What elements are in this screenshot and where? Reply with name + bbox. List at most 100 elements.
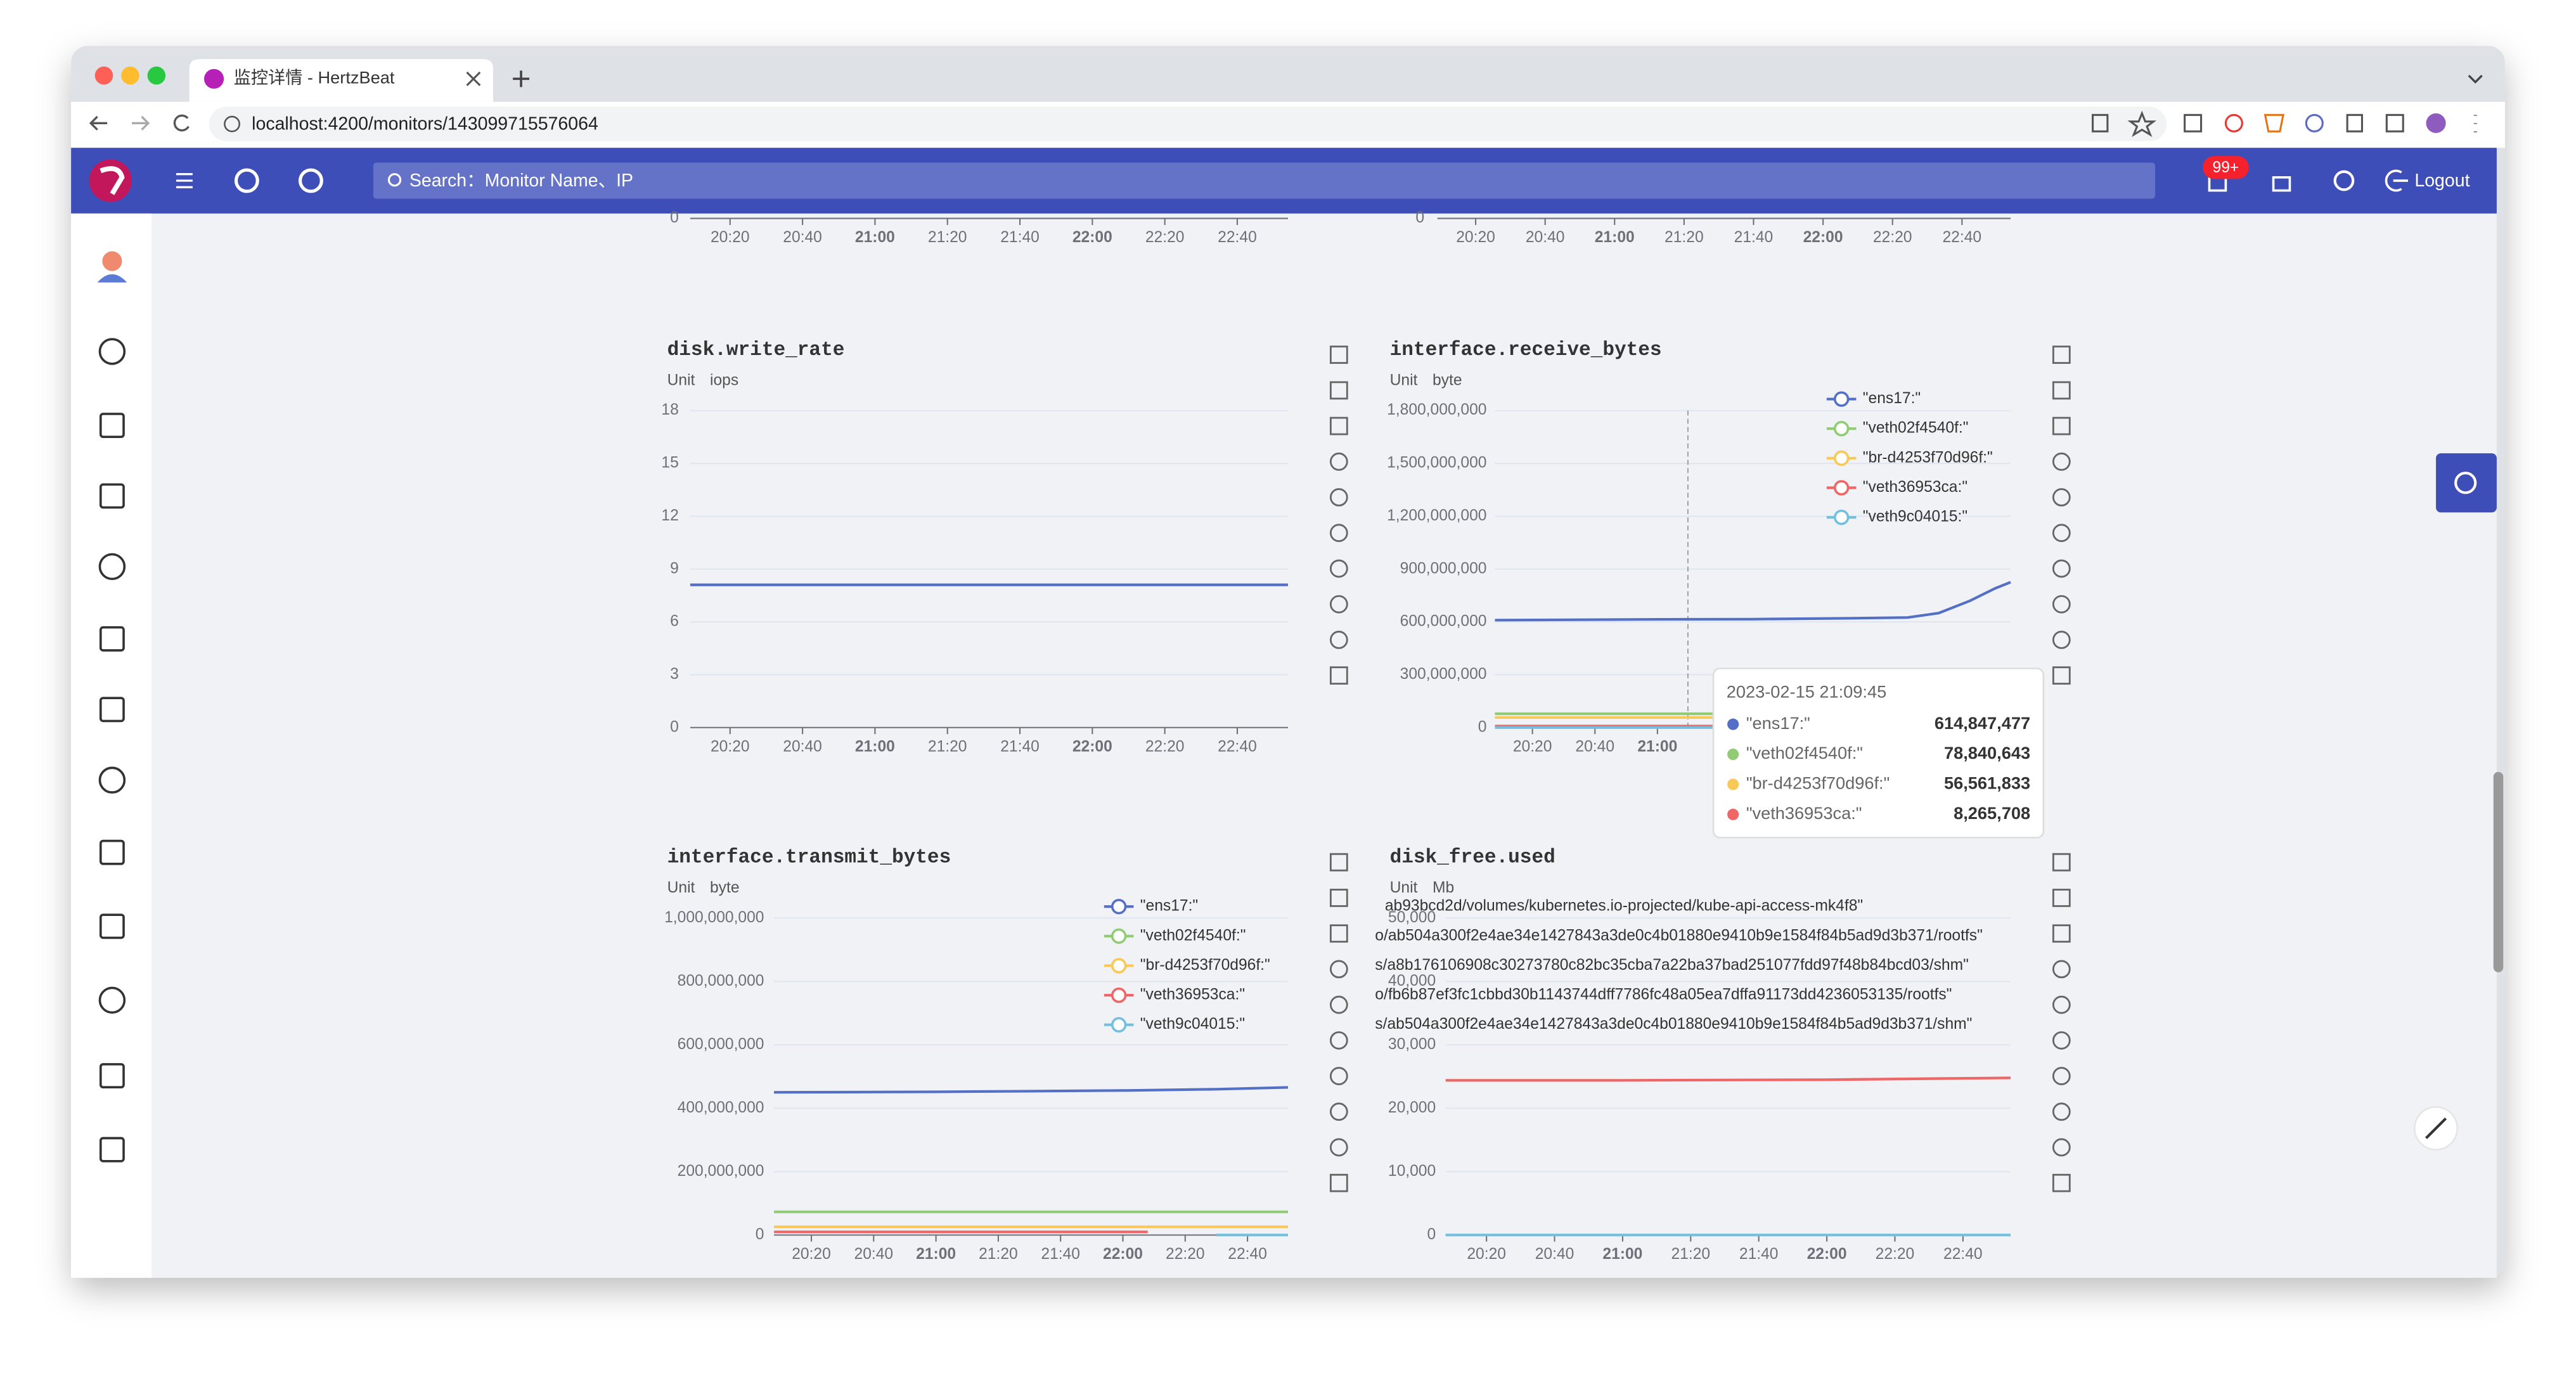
- toolbox-button[interactable]: [1329, 924, 1348, 943]
- gitee-link[interactable]: [298, 168, 323, 193]
- toolbox-button[interactable]: [2052, 1173, 2071, 1192]
- legend-label[interactable]: "veth02f4540f:": [1140, 927, 1246, 944]
- legend-symbol[interactable]: [1111, 958, 1127, 974]
- toolbox-button[interactable]: [2052, 960, 2071, 979]
- toolbox-button[interactable]: [1329, 416, 1348, 435]
- toolbox-button[interactable]: [1329, 524, 1348, 543]
- toolbox-button[interactable]: [2052, 559, 2071, 578]
- extension-icon[interactable]: [2305, 113, 2324, 132]
- toolbox-button[interactable]: [2052, 1138, 2071, 1157]
- app-logo[interactable]: [89, 159, 132, 202]
- extension-icon[interactable]: [2224, 113, 2243, 132]
- nav-icon[interactable]: [99, 913, 125, 939]
- legend-label[interactable]: "veth36953ca:": [1140, 986, 1245, 1003]
- new-tab[interactable]: [513, 70, 529, 87]
- scrollbar[interactable]: [2493, 771, 2504, 972]
- site-info[interactable]: [224, 115, 240, 132]
- legend-label[interactable]: ab93bcd2d/volumes/kubernetes.io-projecte…: [1385, 898, 1863, 915]
- profile[interactable]: [2426, 113, 2446, 133]
- close-button[interactable]: [94, 66, 113, 85]
- nav-icon[interactable]: [99, 697, 125, 723]
- toolbox-button[interactable]: [1329, 559, 1348, 578]
- toolbox-button[interactable]: [1329, 666, 1348, 685]
- nav-icon[interactable]: [98, 766, 126, 794]
- toolbox-button[interactable]: [1329, 1067, 1348, 1085]
- legend-label[interactable]: "veth36953ca:": [1863, 479, 1967, 496]
- nav-icon[interactable]: [99, 483, 125, 509]
- toolbox-button[interactable]: [2052, 416, 2071, 435]
- nav-icon[interactable]: [99, 1137, 125, 1163]
- legend-symbol[interactable]: [1111, 1017, 1127, 1033]
- extension-icon[interactable]: [2184, 113, 2203, 132]
- nav-icon[interactable]: [98, 338, 126, 365]
- nav-icon[interactable]: [99, 413, 125, 438]
- legend-symbol[interactable]: [1833, 391, 1850, 407]
- toolbox-button[interactable]: [1329, 1102, 1348, 1121]
- toolbox-button[interactable]: [2052, 995, 2071, 1014]
- zoom-button[interactable]: [147, 66, 166, 85]
- legend-label[interactable]: s/a8b176106908c30273780c82bc35cba7a22ba3…: [1375, 957, 1969, 974]
- toolbox-button[interactable]: [2052, 889, 2071, 907]
- legend-symbol[interactable]: [1833, 421, 1850, 437]
- tab-close[interactable]: [466, 71, 481, 86]
- toolbox-button[interactable]: [1329, 381, 1348, 400]
- logout-icon[interactable]: [2385, 169, 2408, 192]
- search-box[interactable]: [373, 162, 2155, 199]
- extension-icon[interactable]: [2264, 113, 2284, 132]
- share-icon[interactable]: [2091, 113, 2109, 132]
- legend-symbol[interactable]: [1111, 899, 1127, 915]
- legend-symbol[interactable]: [1833, 480, 1850, 496]
- legend-label[interactable]: "veth9c04015:": [1140, 1015, 1245, 1033]
- nav-icon[interactable]: [99, 1063, 125, 1088]
- legend-symbol[interactable]: [1833, 509, 1850, 525]
- toolbox-button[interactable]: [1329, 960, 1348, 979]
- toolbox-button[interactable]: [2052, 595, 2071, 614]
- legend-symbol[interactable]: [1111, 987, 1127, 1003]
- address-bar[interactable]: [209, 106, 2167, 141]
- logout[interactable]: Logout: [2414, 171, 2470, 191]
- legend-symbol[interactable]: [1833, 450, 1850, 467]
- forward-button[interactable]: [132, 115, 150, 131]
- menu-toggle[interactable]: [176, 172, 193, 189]
- nav-icon[interactable]: [98, 986, 126, 1014]
- setting-drawer-button[interactable]: [2436, 453, 2497, 513]
- toolbox-button[interactable]: [1329, 452, 1348, 471]
- toolbox-button[interactable]: [2052, 1067, 2071, 1085]
- toolbox-button[interactable]: [1329, 595, 1348, 614]
- legend-label[interactable]: "veth9c04015:": [1863, 508, 1967, 525]
- tab-search[interactable]: [2468, 74, 2483, 84]
- minimize-button[interactable]: [121, 66, 139, 85]
- legend-label[interactable]: s/ab504a300f2e4ae34e1427843a3de0c4b01880…: [1375, 1015, 1972, 1033]
- github-link[interactable]: [234, 168, 259, 193]
- toolbox-button[interactable]: [1329, 995, 1348, 1014]
- toolbox-button[interactable]: [2052, 853, 2071, 872]
- legend-label[interactable]: "ens17:": [1863, 390, 1921, 407]
- toolbox-button[interactable]: [1329, 853, 1348, 872]
- toolbox-button[interactable]: [1329, 345, 1348, 364]
- toolbox-button[interactable]: [1329, 1173, 1348, 1192]
- bookmark-icon[interactable]: [2127, 110, 2157, 138]
- toolbox-button[interactable]: [2052, 924, 2071, 943]
- side-panel[interactable]: [2385, 113, 2404, 132]
- toolbox-button[interactable]: [2052, 524, 2071, 543]
- toolbox-button[interactable]: [1329, 1138, 1348, 1157]
- toolbox-button[interactable]: [2052, 1102, 2071, 1121]
- legend-label[interactable]: "veth02f4540f:": [1863, 420, 1969, 437]
- lock-screen[interactable]: [2272, 176, 2291, 192]
- nav-icon[interactable]: [99, 626, 125, 652]
- settings[interactable]: [2333, 170, 2355, 191]
- toolbox-button[interactable]: [2052, 452, 2071, 471]
- legend-label[interactable]: "br-d4253f70d96f:": [1863, 449, 1993, 466]
- nav-icon[interactable]: [99, 839, 125, 865]
- legend-label[interactable]: o/fb6b87ef3fc1cbbd30b1143744dff7786fc48a…: [1375, 986, 1952, 1003]
- toolbox-button[interactable]: [2052, 345, 2071, 364]
- toolbox-button[interactable]: [1329, 889, 1348, 907]
- legend-label[interactable]: o/ab504a300f2e4ae34e1427843a3de0c4b01880…: [1375, 927, 1983, 944]
- extensions-menu[interactable]: [2346, 113, 2364, 132]
- toolbox-button[interactable]: [1329, 631, 1348, 649]
- toolbox-button[interactable]: [1329, 1031, 1348, 1050]
- toolbox-button[interactable]: [2052, 488, 2071, 506]
- legend-label[interactable]: "br-d4253f70d96f:": [1140, 957, 1270, 974]
- back-button[interactable]: [89, 115, 108, 131]
- toolbox-button[interactable]: [2052, 1031, 2071, 1050]
